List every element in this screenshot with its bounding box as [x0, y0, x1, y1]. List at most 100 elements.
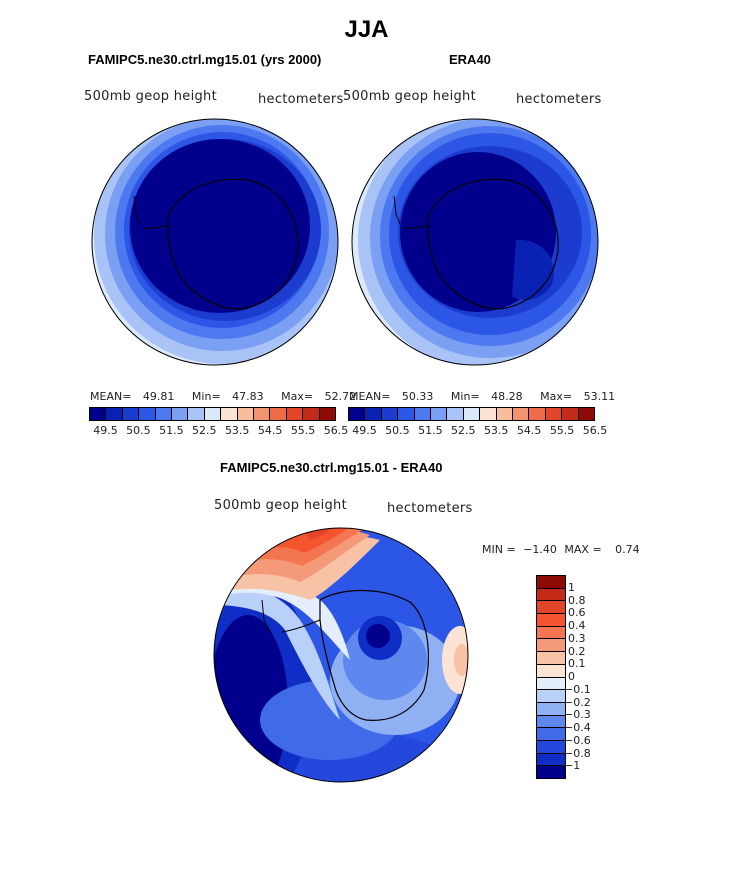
- colorbar-tick-label: 1: [568, 580, 575, 594]
- colorbar-swatch: [381, 408, 399, 420]
- colorbar-swatch: [139, 408, 156, 420]
- colorbar-swatch: [537, 664, 565, 678]
- colorbar-swatch: [537, 626, 565, 640]
- colorbar-tick-label: 0.2: [568, 644, 586, 658]
- colorbar-swatch: [496, 408, 514, 420]
- colorbar-swatch: [319, 408, 336, 420]
- colorbar-swatch: [414, 408, 432, 420]
- model-variable-label: 500mb geop height: [84, 89, 217, 104]
- colorbar-swatch: [254, 408, 271, 420]
- colorbar-swatch: [204, 408, 222, 420]
- colorbar-swatch: [513, 408, 530, 420]
- model-mean-label: MEAN=: [90, 390, 132, 403]
- obs-stats: MEAN= 50.33 Min= 48.28 Max= 53.11: [349, 390, 615, 403]
- colorbar-swatch: [480, 408, 497, 420]
- colorbar-tick-label: 52.5: [192, 424, 217, 437]
- difference-max-label: MAX =: [564, 543, 602, 556]
- model-mean-value: 49.81: [142, 390, 175, 403]
- colorbar-swatch: [537, 677, 565, 691]
- model-min-label: Min=: [191, 390, 221, 403]
- figure-title: JJA: [344, 16, 389, 43]
- colorbar-swatch: [537, 614, 565, 627]
- obs-colorbar: [348, 407, 595, 421]
- obs-variable-label: 500mb geop height: [343, 89, 476, 104]
- colorbar-tick-label: −0.6: [564, 733, 591, 747]
- colorbar-tick-label: 0.6: [568, 606, 586, 620]
- colorbar-tick-label: 54.5: [257, 424, 283, 437]
- colorbar-swatch: [303, 408, 320, 420]
- colorbar-tick-label: 50.5: [126, 424, 151, 437]
- colorbar-swatch: [537, 766, 565, 778]
- difference-colorbar: [536, 575, 566, 779]
- colorbar-tick-label: 49.5: [352, 424, 377, 437]
- colorbar-swatch: [578, 408, 595, 420]
- difference-min-label: MIN =: [482, 543, 516, 556]
- colorbar-swatch: [172, 408, 189, 420]
- model-polar-map: [92, 119, 338, 365]
- colorbar-tick-label: 52.5: [451, 424, 476, 437]
- difference-polar-map: [214, 528, 468, 782]
- colorbar-swatch: [537, 715, 565, 729]
- colorbar-tick-label: 55.5: [290, 424, 316, 437]
- colorbar-swatch: [529, 408, 546, 420]
- colorbar-swatch: [349, 408, 366, 420]
- colorbar-tick-label: −0.3: [564, 708, 591, 722]
- colorbar-swatch: [398, 408, 415, 420]
- colorbar-tick-label: 53.5: [483, 424, 509, 437]
- model-colorbar-ticks: 49.5 50.5 51.5 52.5 53.5 54.5 55.5 56.5: [89, 424, 348, 438]
- colorbar-swatch: [270, 408, 287, 420]
- obs-min-value: 48.28: [491, 390, 523, 403]
- colorbar-swatch: [365, 408, 382, 420]
- obs-polar-map: [352, 119, 598, 365]
- colorbar-tick-label: −0.8: [564, 746, 591, 760]
- colorbar-tick-label: 50.5: [385, 424, 410, 437]
- obs-mean-value: 50.33: [401, 390, 434, 403]
- colorbar-tick-label: 0.4: [568, 619, 586, 632]
- colorbar-tick-label: 55.5: [549, 424, 575, 437]
- difference-title: FAMIPC5.ne30.ctrl.mg15.01 - ERA40: [220, 460, 443, 475]
- colorbar-tick-label: −0.4: [564, 721, 591, 734]
- colorbar-tick-label: 0: [568, 670, 575, 683]
- colorbar-tick-label: 54.5: [516, 424, 542, 437]
- colorbar-tick-label: −0.2: [564, 695, 591, 709]
- obs-min-label: Min=: [450, 390, 480, 403]
- model-max-value: 52.72: [324, 390, 357, 403]
- model-stats: MEAN= 49.81 Min= 47.83 Max= 52.72: [90, 390, 356, 403]
- colorbar-tick-label: 49.5: [93, 424, 118, 437]
- obs-max-value: 53.11: [583, 390, 616, 403]
- colorbar-swatch: [188, 408, 205, 420]
- colorbar-swatch: [537, 601, 565, 615]
- obs-max-label: Max=: [540, 390, 573, 403]
- colorbar-swatch: [545, 408, 563, 420]
- colorbar-tick-label: −1: [564, 759, 581, 773]
- colorbar-swatch: [237, 408, 255, 420]
- colorbar-swatch: [537, 740, 565, 754]
- obs-units-label: hectometers: [516, 92, 602, 107]
- difference-variable-label: 500mb geop height: [214, 498, 347, 513]
- colorbar-swatch: [537, 588, 565, 602]
- colorbar-tick-label: 53.5: [224, 424, 250, 437]
- colorbar-swatch: [537, 728, 565, 741]
- model-colorbar: [89, 407, 336, 421]
- colorbar-swatch: [537, 652, 565, 665]
- obs-colorbar-ticks: 49.5 50.5 51.5 52.5 53.5 54.5 55.5 56.5: [348, 424, 607, 438]
- colorbar-tick-label: 0.1: [568, 657, 586, 671]
- difference-colorbar-ticks: 1 0.8 0.6 0.4 0.3 0.2 0.1 0 −0.1 −0.2 −0.3 −0.4 −0.6…: [564, 575, 608, 779]
- colorbar-tick-label: −0.1: [564, 682, 591, 696]
- colorbar-swatch: [537, 702, 565, 716]
- colorbar-tick-label: 51.5: [159, 424, 184, 437]
- colorbar-tick-label: 56.5: [323, 424, 349, 437]
- colorbar-swatch: [463, 408, 481, 420]
- colorbar-swatch: [431, 408, 448, 420]
- model-min-value: 47.83: [232, 390, 264, 403]
- colorbar-tick-label: 0.8: [568, 593, 586, 607]
- colorbar-swatch: [537, 639, 565, 653]
- colorbar-tick-label: 0.3: [568, 631, 586, 645]
- colorbar-swatch: [155, 408, 173, 420]
- difference-min-value: −1.40: [523, 543, 557, 556]
- colorbar-swatch: [106, 408, 123, 420]
- colorbar-swatch: [447, 408, 464, 420]
- colorbar-tick-label: 51.5: [418, 424, 443, 437]
- difference-units-label: hectometers: [387, 501, 473, 516]
